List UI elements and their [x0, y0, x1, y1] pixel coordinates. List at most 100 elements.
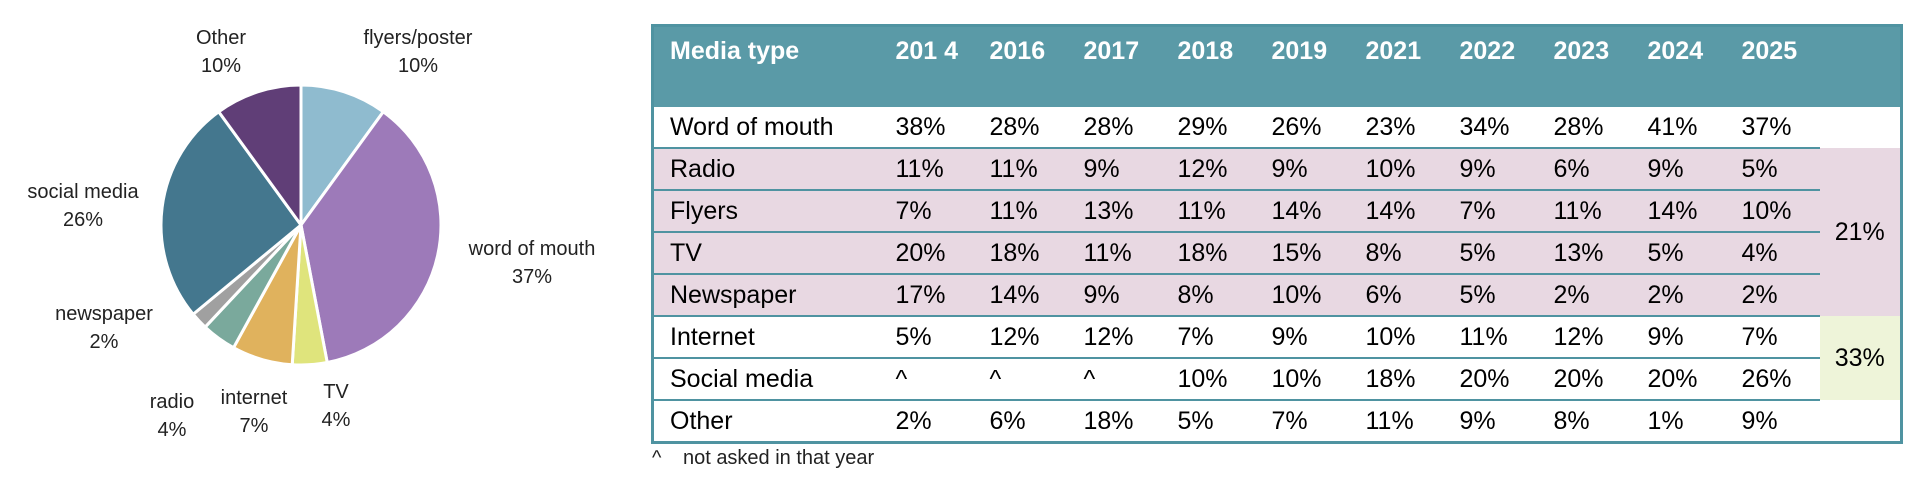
header-year-2017: 2017: [1067, 25, 1162, 107]
table-cell: 6%: [1537, 148, 1632, 191]
table-cell: 20%: [879, 232, 974, 275]
table-cell: 7%: [879, 190, 974, 233]
table-cell: 11%: [1349, 400, 1444, 444]
pie-label-value: 37%: [511, 266, 553, 288]
table-cell: 14%: [973, 274, 1068, 317]
table-cell: 37%: [1725, 107, 1820, 149]
table-cell: ^: [1067, 358, 1162, 401]
row-label: Word of mouth: [652, 107, 880, 149]
table-cell: 6%: [973, 400, 1068, 444]
table-cell: 18%: [1161, 232, 1256, 275]
pie-label: internet 7%: [221, 384, 288, 440]
table-cell: 2%: [879, 400, 974, 444]
table-cell: 8%: [1161, 274, 1256, 317]
table-cell: 5%: [1443, 232, 1538, 275]
table-cell: 9%: [1443, 400, 1538, 444]
table-row: Word of mouth 38% 28% 28% 29% 26% 23% 34% 28% 41%…: [652, 107, 1902, 149]
table-cell: 11%: [1161, 190, 1256, 233]
pie-label-name: radio: [149, 391, 195, 413]
pie-label-value: 4%: [321, 409, 351, 431]
pie-label-name: social media: [27, 181, 139, 203]
header-year-2016: 2016: [973, 25, 1068, 107]
pie-label-name: newspaper: [55, 303, 153, 325]
table-cell: 10%: [1255, 274, 1350, 317]
pie-label: Other 10%: [196, 24, 246, 80]
pie-label-name: TV: [323, 381, 349, 403]
table-cell: 9%: [1255, 148, 1350, 191]
pie-label: word of mouth 37%: [469, 235, 596, 291]
table-cell: 9%: [1631, 148, 1726, 191]
pie-label-name: word of mouth: [468, 238, 596, 260]
table-cell: 11%: [1443, 316, 1538, 359]
row-label: Radio: [652, 148, 880, 191]
table-cell: 2%: [1631, 274, 1726, 317]
table-cell: 20%: [1631, 358, 1726, 401]
table-cell: 10%: [1255, 358, 1350, 401]
table-cell: ^: [973, 358, 1068, 401]
table-cell: 9%: [1067, 148, 1162, 191]
row-label: Flyers: [652, 190, 880, 233]
header-group-total: [1819, 25, 1902, 107]
table-cell: 8%: [1537, 400, 1632, 444]
table-cell: 10%: [1161, 358, 1256, 401]
table-cell: 2%: [1725, 274, 1820, 317]
table-cell: 18%: [973, 232, 1068, 275]
footnote-symbol: ^: [652, 447, 662, 469]
table-header-row: Media type 201 4 2016 2017 2018 2019 202…: [652, 25, 1902, 107]
footnote: ^ not asked in that year: [652, 447, 874, 470]
media-table-container: Media type 201 4 2016 2017 2018 2019 202…: [651, 24, 1903, 444]
pie-chart: flyers/poster 10% word of mouth 37% TV 4% inte…: [0, 0, 630, 486]
table-row: Flyers 7% 11% 13% 11% 14% 14% 7% 11% 14% 10%: [652, 190, 1902, 233]
table-cell: 28%: [1537, 107, 1632, 149]
pie-label-value: 2%: [89, 331, 119, 353]
table-cell: 14%: [1349, 190, 1444, 233]
table-cell: 11%: [973, 190, 1068, 233]
empty-total-cell: [1819, 400, 1902, 443]
table-cell: 5%: [1161, 400, 1256, 444]
table-cell: 26%: [1255, 107, 1350, 149]
table-cell: 7%: [1161, 316, 1256, 359]
table-row: Newspaper 17% 14% 9% 8% 10% 6% 5% 2% 2% 2%: [652, 274, 1902, 317]
footnote-text: not asked in that year: [682, 447, 875, 469]
pie-label-value: 26%: [62, 209, 104, 231]
table-cell: 20%: [1443, 358, 1538, 401]
table-cell: 10%: [1725, 190, 1820, 233]
table-row: Internet 5% 12% 12% 7% 9% 10% 11% 12% 9% 7% 33%: [652, 316, 1902, 400]
header-year-2024: 2024: [1631, 25, 1726, 107]
pie-label-value: 4%: [157, 419, 187, 441]
header-media-type: Media type: [652, 25, 880, 107]
table-cell: 11%: [1067, 232, 1162, 275]
pie-label-name: flyers/poster: [363, 27, 473, 49]
table-cell: 12%: [973, 316, 1068, 359]
table-cell: 5%: [879, 316, 974, 359]
table-cell: 7%: [1443, 190, 1538, 233]
media-type-table: Media type 201 4 2016 2017 2018 2019 202…: [651, 24, 1903, 444]
header-year-2023: 2023: [1537, 25, 1632, 107]
pie-slice-social-media: [159, 110, 303, 316]
table-cell: 9%: [1443, 148, 1538, 191]
table-cell: 7%: [1255, 400, 1350, 444]
header-year-2025: 2025: [1725, 25, 1820, 107]
table-cell: 4%: [1725, 232, 1820, 275]
table-cell: 17%: [879, 274, 974, 317]
pie-slice-flyers-poster: [299, 83, 385, 227]
header-year-2019: 2019: [1255, 25, 1350, 107]
table-cell: 28%: [973, 107, 1068, 149]
table-row: Other 2% 6% 18% 5% 7% 11% 9% 8% 1% 9%: [652, 400, 1902, 444]
table-cell: ^: [879, 358, 974, 401]
empty-total-cell: [1819, 107, 1902, 148]
header-year-2022: 2022: [1443, 25, 1538, 107]
table-cell: 28%: [1067, 107, 1162, 149]
table-row: Social media ^ ^ ^ 10% 10% 18% 20% 20% 20% 26%: [652, 358, 1902, 401]
table-cell: 7%: [1725, 316, 1820, 359]
table-cell: 9%: [1067, 274, 1162, 317]
pie-slice-word-of-mouth: [299, 110, 443, 365]
table-row: Radio 11% 11% 9% 12% 9% 10% 9% 6% 9% 5% 21%: [652, 148, 1902, 316]
table-cell: 29%: [1161, 107, 1256, 149]
table-cell: 10%: [1349, 316, 1444, 359]
table-cell: 5%: [1725, 148, 1820, 191]
table-cell: 41%: [1631, 107, 1726, 149]
pie-label-value: 10%: [200, 55, 242, 77]
row-label: TV: [652, 232, 880, 275]
